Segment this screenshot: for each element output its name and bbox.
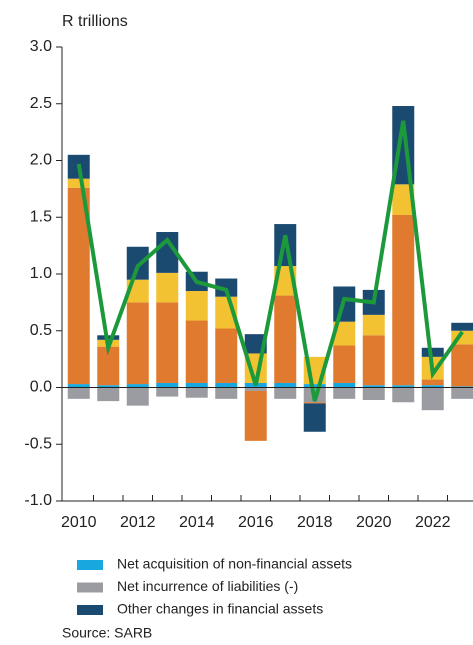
bar-segment <box>274 382 297 388</box>
bar-segment <box>185 382 208 388</box>
bar-segment <box>97 387 120 402</box>
bar-segment <box>244 390 267 441</box>
bar-segment <box>392 184 415 215</box>
bar-segment <box>97 346 120 386</box>
bar-segment <box>244 387 267 391</box>
bar-segment <box>274 387 297 399</box>
bar-segment <box>421 347 444 357</box>
legend-swatch <box>77 560 103 570</box>
bar-segment <box>362 387 385 400</box>
legend-label: Net acquisition of non-financial assets <box>117 556 352 572</box>
source: Source: SARB <box>62 625 152 641</box>
bar-segment <box>421 387 444 411</box>
x-tick-label: 2014 <box>179 514 215 531</box>
bar-segment <box>67 178 90 188</box>
y-tick-label: 0.5 <box>30 322 52 339</box>
bar-segment <box>392 385 415 388</box>
bar-segment <box>333 382 356 388</box>
bar-segment <box>126 246 149 280</box>
bar-segment <box>156 272 179 303</box>
axis-label: R trillions <box>62 13 128 30</box>
bar-segment <box>392 214 415 386</box>
y-tick-label: 2.0 <box>30 152 52 169</box>
bar-segment <box>126 387 149 406</box>
bar-segment <box>274 295 297 383</box>
bar-segment <box>451 322 473 331</box>
x-tick-label: 2016 <box>238 514 274 531</box>
bar-segment <box>67 387 90 399</box>
x-tick-label: 2020 <box>356 514 392 531</box>
bar-segment <box>362 335 385 386</box>
y-tick-label: -1.0 <box>24 492 52 509</box>
legend-swatch <box>77 605 103 615</box>
legend-swatch <box>77 582 103 593</box>
bar-segment <box>333 387 356 399</box>
bar-segment <box>421 385 444 388</box>
y-tick-label: 1.0 <box>30 265 52 282</box>
bar-segment <box>215 328 238 383</box>
bar-segment <box>333 345 356 383</box>
y-tick-label: -0.5 <box>24 435 52 452</box>
y-tick-label: 3.0 <box>30 38 52 55</box>
bar-segment <box>185 291 208 321</box>
bar-segment <box>421 379 444 386</box>
bar-segment <box>156 302 179 383</box>
bar-segment <box>215 387 238 399</box>
bar-segment <box>451 386 473 388</box>
legend-label: Other changes in financial assets <box>117 601 323 617</box>
bar-segment <box>303 402 326 404</box>
line <box>76 120 464 402</box>
bar-segment <box>362 314 385 336</box>
bar-segment <box>156 382 179 388</box>
y-tick-label: 2.5 <box>30 95 52 112</box>
bar-segment <box>156 387 179 397</box>
bar-segment <box>392 387 415 403</box>
y-tick-label: 1.5 <box>30 208 52 225</box>
bar-segment <box>126 384 149 388</box>
bar-segment <box>215 382 238 388</box>
bar-segment <box>362 385 385 388</box>
x-tick-label: 2012 <box>120 514 156 531</box>
bar-segment <box>303 384 326 388</box>
bar-segment <box>185 320 208 383</box>
bar-segment <box>451 387 473 399</box>
bar-segment <box>97 385 120 388</box>
x-tick-label: 2022 <box>415 514 451 531</box>
bar-segment <box>215 278 238 297</box>
bar-segment <box>126 302 149 385</box>
bar-segment <box>333 321 356 346</box>
bar-segment <box>67 187 90 385</box>
bar-segment <box>67 384 90 388</box>
y-tick-label: 0.0 <box>30 379 52 396</box>
bar-segment <box>185 387 208 398</box>
x-tick-label: 2018 <box>297 514 333 531</box>
bar-segment <box>451 344 473 387</box>
legend-label: Net incurrence of liabilities (-) <box>117 578 298 594</box>
bar-segment <box>303 403 326 432</box>
x-tick-label: 2010 <box>61 514 97 531</box>
